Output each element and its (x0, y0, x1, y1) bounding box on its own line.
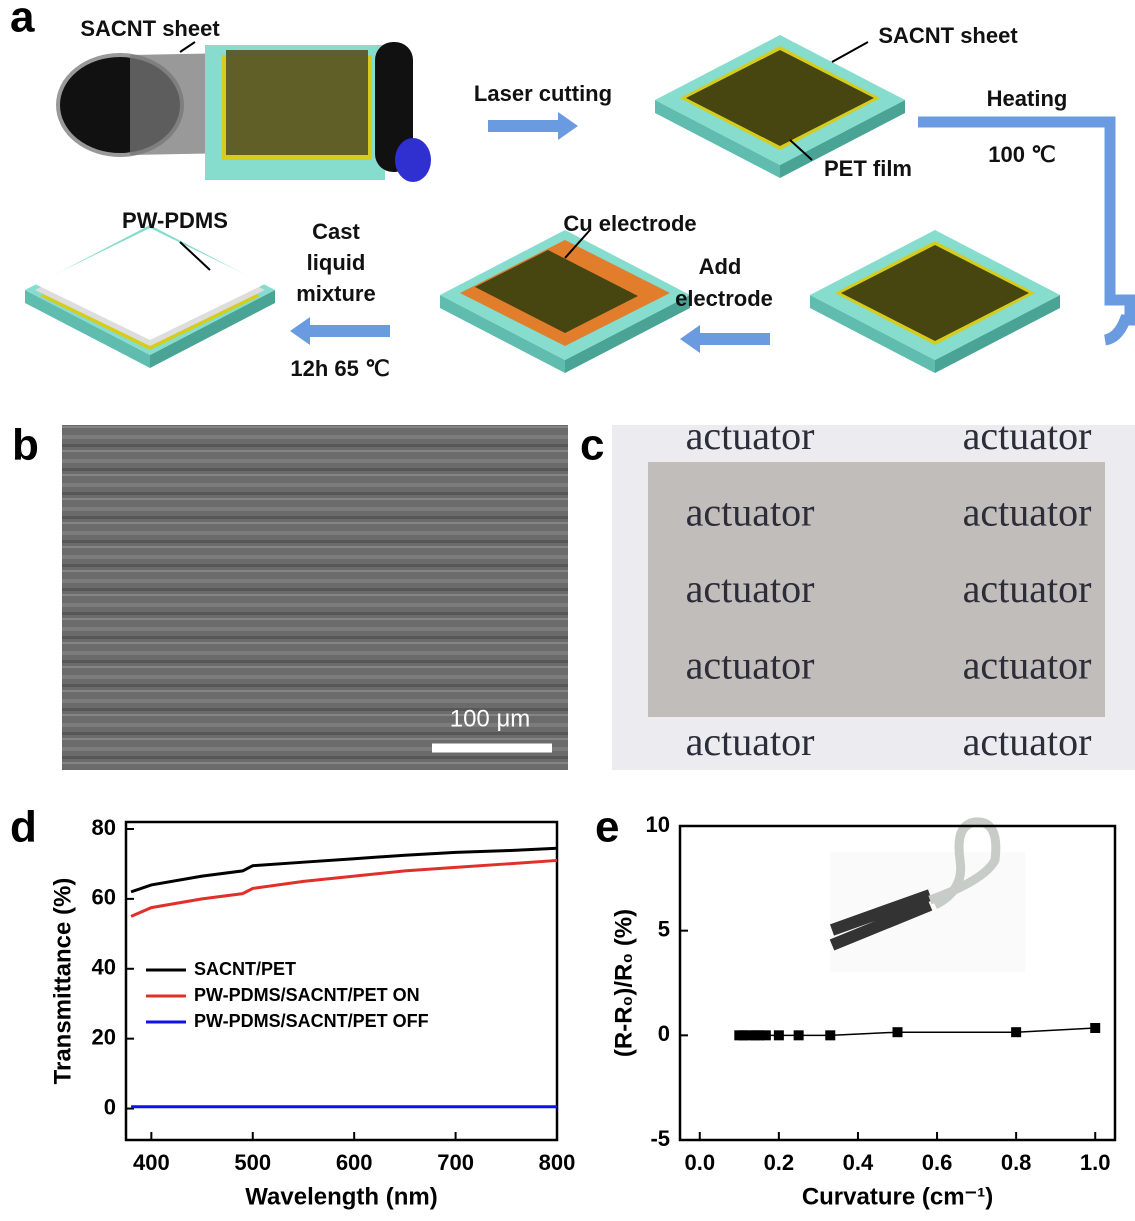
step-label: Add (699, 254, 742, 279)
x-tick-label: 0.2 (764, 1150, 795, 1175)
step-condition: 100 ℃ (988, 142, 1056, 167)
data-point (774, 1030, 784, 1040)
y-tick-label: 0 (658, 1021, 670, 1046)
y-tick-label: 60 (92, 885, 116, 910)
x-tick-label: 600 (336, 1150, 373, 1175)
annotation: Cu electrode (563, 211, 696, 236)
photo-word: actuator (963, 719, 1092, 764)
annotation: SACNT sheet (80, 16, 220, 41)
y-tick-label: -5 (650, 1126, 670, 1151)
panel-label: b (12, 421, 39, 470)
panel-label: e (595, 803, 619, 852)
step-label: electrode (675, 286, 773, 311)
step-label: mixture (296, 281, 375, 306)
y-tick-label: 80 (92, 815, 116, 840)
step-label: Heating (987, 86, 1068, 111)
data-point (1090, 1023, 1100, 1033)
photo-word: actuator (963, 643, 1092, 688)
legend-label: SACNT/PET (194, 959, 296, 979)
x-tick-label: 0.6 (922, 1150, 953, 1175)
x-tick-label: 800 (539, 1150, 576, 1175)
data-line (739, 1028, 1095, 1035)
y-tick-label: 5 (658, 916, 670, 941)
data-point (825, 1030, 835, 1040)
x-tick-label: 0.8 (1001, 1150, 1032, 1175)
photo-word: actuator (963, 490, 1092, 535)
data-point (794, 1030, 804, 1040)
y-tick-label: 0 (104, 1094, 116, 1119)
panel-label: d (10, 803, 37, 852)
y-tick-label: 10 (646, 812, 670, 837)
data-line (131, 860, 557, 916)
plot-frame (126, 822, 557, 1140)
x-tick-label: 0.0 (684, 1150, 715, 1175)
photo-word: actuator (963, 566, 1092, 611)
photo-word: actuator (686, 643, 815, 688)
y-tick-label: 20 (92, 1024, 116, 1049)
y-axis-label: (R-R₀)/R₀ (%) (610, 909, 637, 1057)
photo-word: actuator (686, 566, 815, 611)
step-label: liquid (307, 250, 366, 275)
legend-label: PW-PDMS/SACNT/PET ON (194, 985, 420, 1005)
panel-label: c (580, 421, 604, 470)
x-tick-label: 0.4 (843, 1150, 874, 1175)
x-tick-label: 1.0 (1080, 1150, 1111, 1175)
annotation: SACNT sheet (878, 23, 1018, 48)
data-point (761, 1030, 771, 1040)
y-axis-label: Transmittance (%) (49, 878, 76, 1085)
x-tick-label: 400 (133, 1150, 170, 1175)
photo-word: actuator (686, 490, 815, 535)
y-tick-label: 40 (92, 955, 116, 980)
photo-word: actuator (963, 413, 1092, 458)
inset-photo (830, 822, 1025, 972)
photo-word: actuator (686, 413, 815, 458)
data-point (893, 1027, 903, 1037)
photo-word: actuator (686, 719, 815, 764)
x-axis-label: Wavelength (nm) (245, 1183, 437, 1210)
x-axis-label: Curvature (cm⁻¹) (802, 1183, 993, 1210)
annotation: PET film (824, 156, 912, 181)
annotation: PW-PDMS (122, 208, 228, 233)
data-line (131, 848, 557, 892)
x-tick-label: 500 (234, 1150, 271, 1175)
legend-label: PW-PDMS/SACNT/PET OFF (194, 1011, 429, 1031)
step-condition: 12h 65 ℃ (290, 356, 389, 381)
schematic: SACNT sheet Laser cutting SACNT sheet PE… (25, 16, 1130, 381)
data-point (1011, 1027, 1021, 1037)
step-label: Laser cutting (474, 81, 612, 106)
figure: SACNT sheet Laser cutting SACNT sheet PE… (0, 0, 1135, 1216)
scale-label: 100 μm (450, 705, 531, 732)
step-label: Cast (312, 219, 360, 244)
panel-label: a (10, 0, 35, 42)
x-tick-label: 700 (437, 1150, 474, 1175)
